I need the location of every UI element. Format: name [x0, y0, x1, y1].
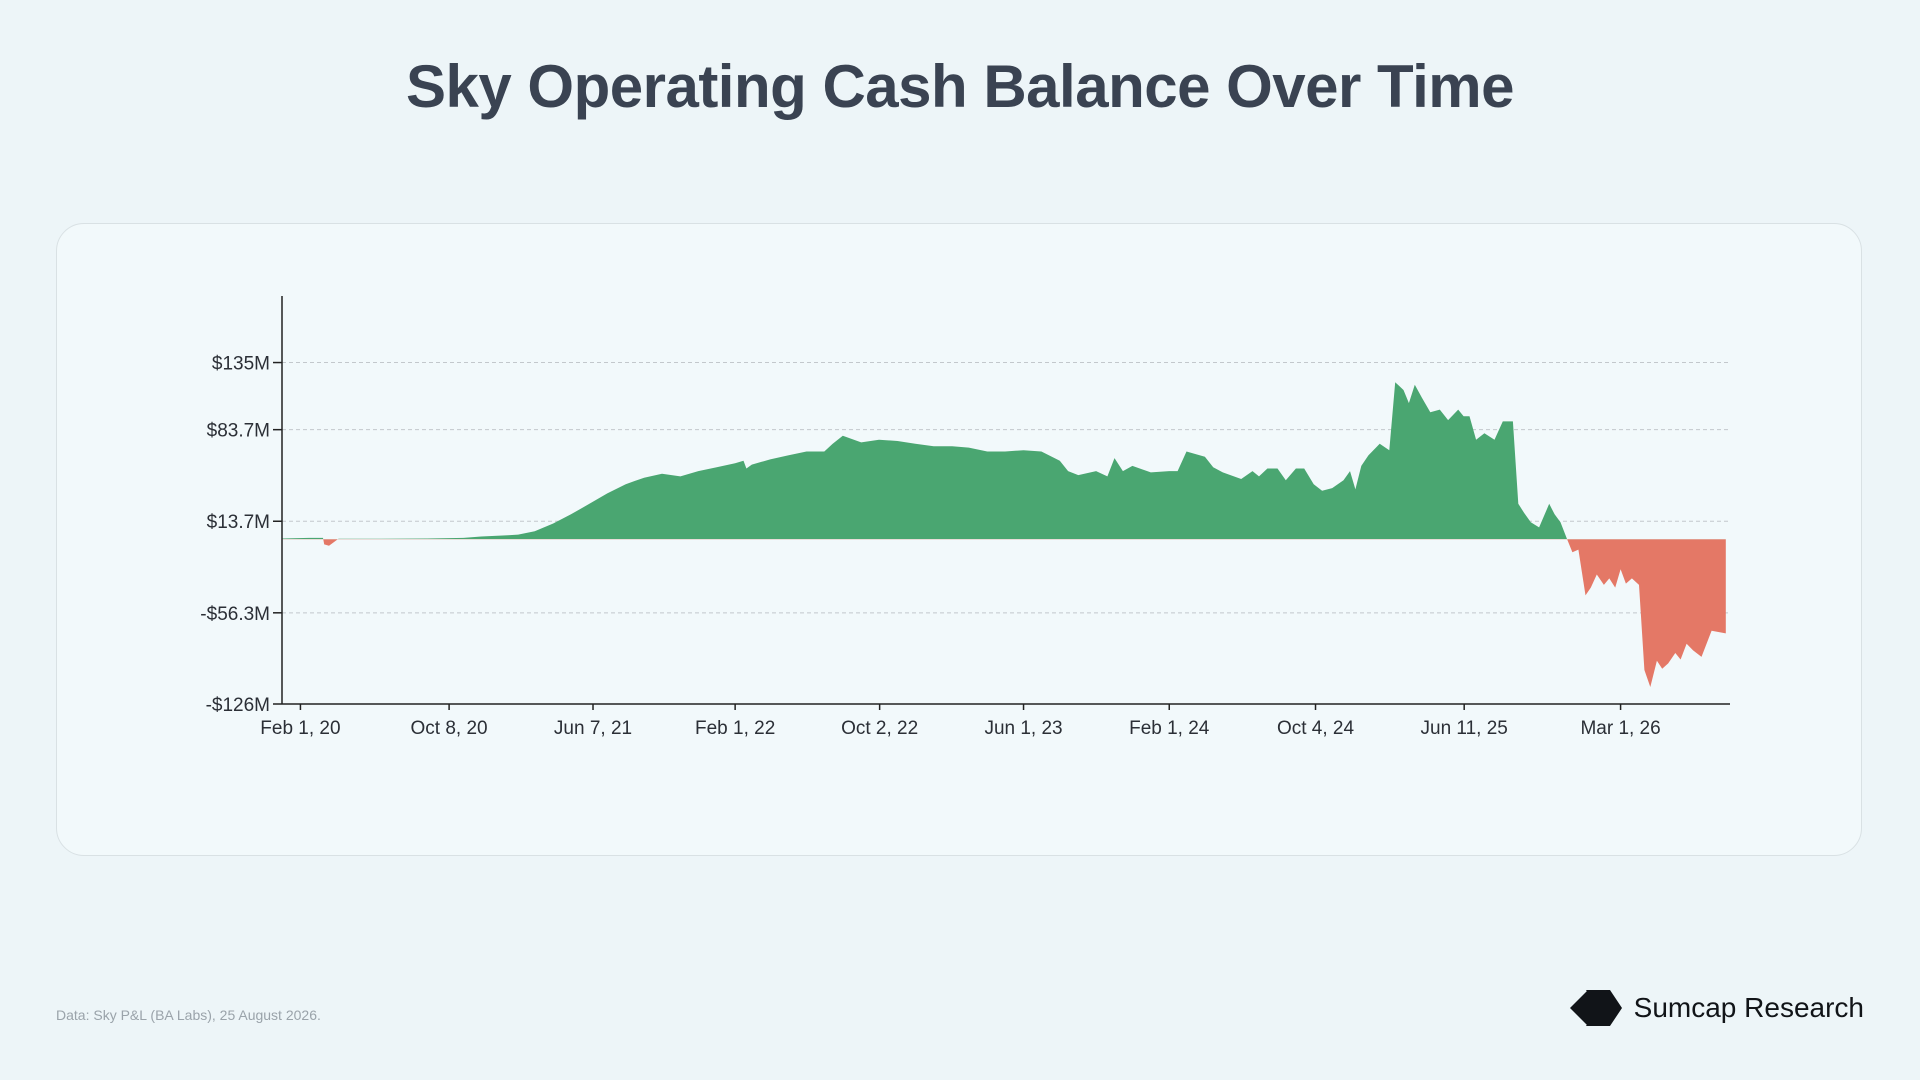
x-tick-label: Jun 7, 21: [554, 718, 632, 739]
x-tick-label: Jun 1, 23: [984, 718, 1062, 739]
x-tick-label: Feb 1, 20: [260, 718, 340, 739]
diamond-chevron-logo-icon: [1569, 990, 1622, 1026]
y-tick-label: -$126M: [206, 695, 270, 716]
chart-card: $135M $83.7M $13.7M -$56.3M -$126M Feb 1, 20 O…: [56, 223, 1862, 856]
source-note: Data: Sky P&L (BA Labs), 25 August 2026.: [56, 1007, 321, 1023]
x-tick-label: Jun 11, 25: [1421, 718, 1508, 739]
area-negative: [282, 539, 1726, 687]
x-tick-label: Feb 1, 22: [695, 718, 775, 739]
y-tick-label: $13.7M: [207, 512, 270, 533]
x-tick-label: Oct 8, 20: [411, 718, 488, 739]
page-title: Sky Operating Cash Balance Over Time: [405, 53, 1515, 120]
y-tick-label: -$56.3M: [200, 604, 270, 625]
x-tick-label: Oct 2, 22: [841, 718, 918, 739]
brand: Sumcap Research: [1569, 988, 1864, 1028]
x-tick-label: Mar 1, 26: [1580, 718, 1660, 739]
x-tick-label: Oct 4, 24: [1277, 718, 1355, 739]
x-tick-label: Feb 1, 24: [1129, 718, 1210, 739]
area-positive: [282, 382, 1568, 540]
y-tick-label: $135M: [212, 354, 270, 375]
brand-name: Sumcap Research: [1633, 992, 1864, 1023]
y-tick-label: $83.7M: [207, 421, 270, 442]
